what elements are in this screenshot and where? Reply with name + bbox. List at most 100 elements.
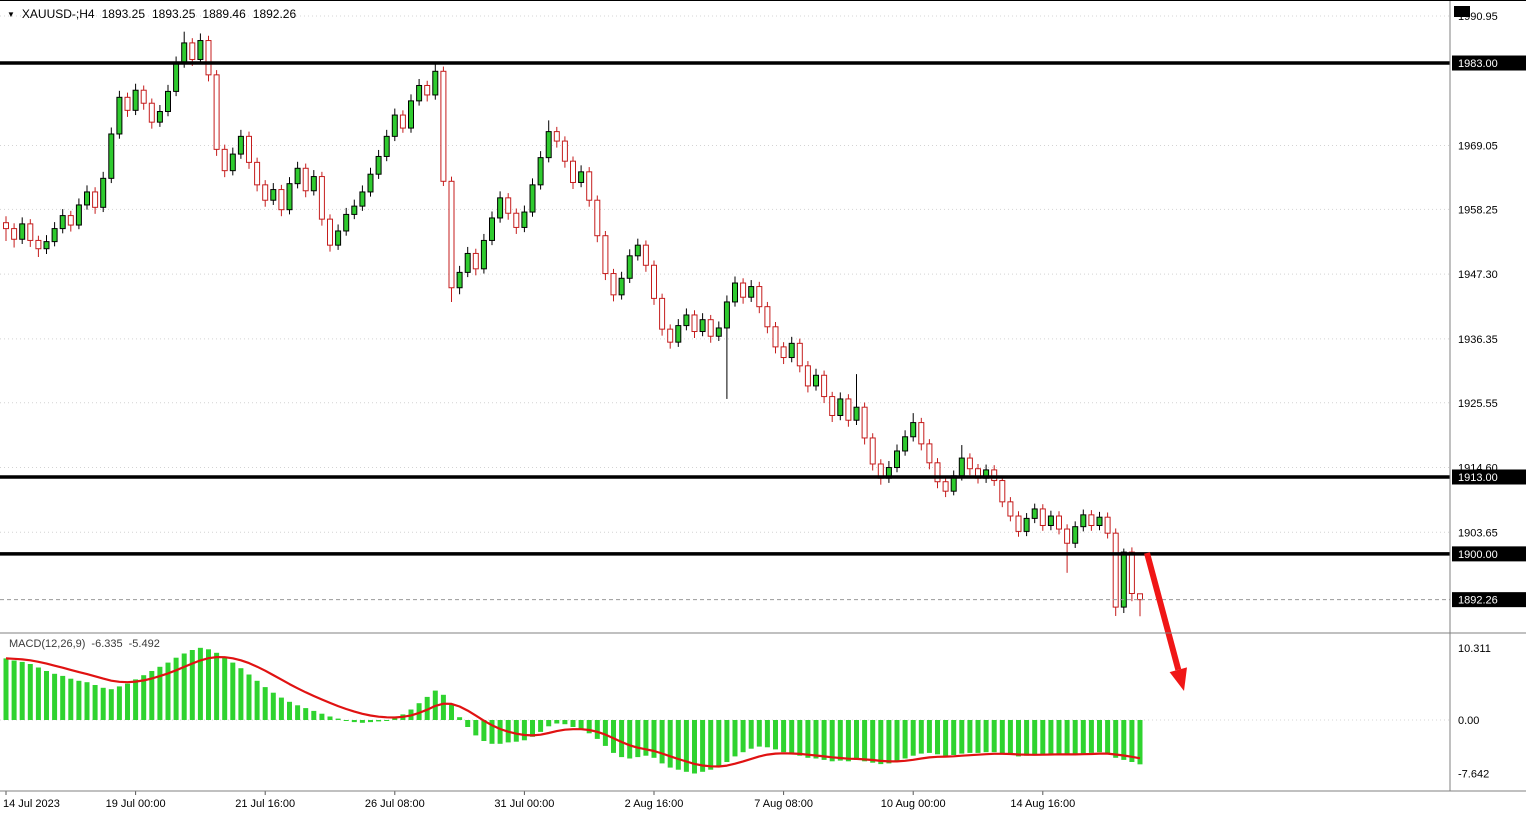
- candle-body: [918, 422, 925, 445]
- candle-body: [294, 167, 301, 185]
- macd-bar: [902, 720, 908, 759]
- candle-body: [642, 244, 649, 266]
- macd-bar: [359, 720, 365, 723]
- macd-bar: [805, 720, 811, 758]
- macd-bar: [683, 720, 689, 772]
- macd-bar: [651, 720, 657, 758]
- macd-bar: [829, 720, 835, 762]
- macd-bar: [27, 664, 33, 720]
- macd-signal-line: [5, 655, 1141, 768]
- candle-body: [302, 167, 309, 192]
- macd-bar: [708, 720, 714, 770]
- macd-bar: [141, 675, 147, 720]
- macd-bar: [262, 687, 268, 720]
- candle-body: [1047, 515, 1054, 526]
- candle-body: [221, 148, 228, 172]
- candle-body: [902, 436, 909, 452]
- candle-body: [448, 180, 455, 289]
- macd-bar: [562, 720, 568, 725]
- candle-body: [254, 161, 261, 186]
- macd-bar: [554, 720, 560, 724]
- candle-body: [11, 228, 18, 240]
- time-axis-label: 14 Aug 16:00: [1010, 798, 1075, 810]
- candle-body: [124, 96, 131, 111]
- macd-bar: [999, 720, 1005, 754]
- candle-body: [570, 160, 576, 183]
- candle-body: [732, 282, 738, 303]
- macd-bar: [489, 720, 495, 744]
- candle-body: [229, 153, 236, 172]
- candle-body: [1088, 514, 1095, 526]
- candle-body: [651, 264, 657, 299]
- macd-bar: [724, 720, 730, 762]
- candle-body: [1128, 551, 1135, 595]
- candle-body: [399, 114, 406, 129]
- candle-body: [788, 342, 795, 359]
- candle-body: [578, 171, 585, 183]
- macd-bar: [991, 720, 997, 753]
- macd-bar: [594, 720, 600, 739]
- candle-body: [634, 244, 641, 257]
- ohlc-close: 1892.26: [252, 7, 297, 21]
- macd-bar: [1121, 720, 1127, 760]
- macd-bar: [189, 650, 195, 720]
- price-level-1913.00-box: [1452, 469, 1526, 485]
- macd-bar: [497, 720, 503, 744]
- candle-body: [189, 42, 196, 60]
- macd-bar: [675, 720, 681, 770]
- macd-bar: [732, 720, 738, 757]
- macd-bar: [1040, 720, 1046, 755]
- macd-bar: [578, 720, 584, 730]
- macd-bar: [854, 720, 859, 760]
- macd-bar: [116, 686, 122, 720]
- trend-arrow-head[interactable]: [1169, 667, 1187, 691]
- candle-body: [181, 42, 188, 64]
- candle-body: [100, 177, 107, 208]
- candle-body: [165, 90, 171, 113]
- macd-bar: [319, 713, 325, 720]
- macd-bar: [530, 720, 535, 737]
- macd-bar: [886, 720, 892, 764]
- symbol-dropdown-icon: ▼: [7, 10, 15, 19]
- candle-body: [51, 228, 58, 243]
- macd-bar: [165, 662, 171, 720]
- macd-bar: [368, 720, 373, 723]
- macd-bar: [627, 720, 633, 759]
- macd-bar: [602, 720, 608, 746]
- candle-body: [764, 306, 771, 328]
- price-level-1983.00-box-label: 1983.00: [1458, 58, 1498, 70]
- time-axis-label: 19 Jul 00:00: [106, 798, 166, 810]
- candle-body: [683, 314, 690, 327]
- macd-bar: [1080, 720, 1086, 754]
- time-axis-label: 31 Jul 00:00: [494, 798, 554, 810]
- macd-bar: [108, 689, 114, 720]
- candle-body: [383, 135, 390, 157]
- candle-body: [3, 222, 9, 230]
- candle-body: [416, 84, 423, 102]
- candle-body: [67, 215, 74, 226]
- candle-body: [926, 443, 933, 464]
- price-tick-label: 1969.05: [1458, 141, 1498, 153]
- macd-bar: [748, 720, 754, 749]
- macd-bar: [222, 657, 228, 720]
- trend-arrow-shaft[interactable]: [1144, 552, 1182, 671]
- macd-histogram: [3, 647, 1143, 774]
- candle-body: [156, 111, 163, 123]
- macd-bar: [44, 671, 49, 720]
- candle-body: [59, 215, 66, 230]
- macd-bar: [821, 720, 827, 760]
- macd-bar: [68, 678, 74, 720]
- price-tick-label: 1936.35: [1458, 334, 1498, 346]
- macd-bar: [35, 667, 41, 720]
- time-axis-label: 7 Aug 08:00: [754, 798, 813, 810]
- macd-bar: [214, 652, 220, 720]
- macd-bar: [1064, 720, 1070, 755]
- symbol-name: XAUUSD-;H4: [21, 7, 95, 21]
- candle-body: [343, 213, 350, 232]
- candle-body: [999, 480, 1006, 503]
- macd-axis-label: 10.311: [1458, 643, 1491, 655]
- candle-body: [675, 325, 682, 343]
- macd-bar: [246, 674, 252, 720]
